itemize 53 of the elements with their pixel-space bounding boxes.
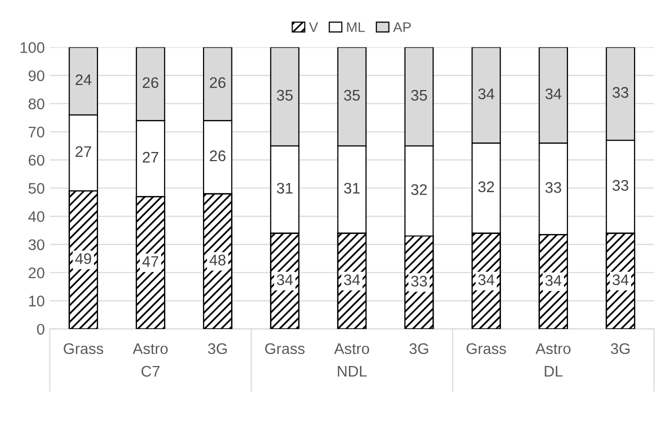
y-tick-label: 60 bbox=[28, 154, 44, 166]
data-label: 26 bbox=[142, 77, 158, 88]
y-tick-label: 20 bbox=[28, 267, 44, 278]
text: NDL bbox=[338, 366, 367, 377]
y-tick-label: 70 bbox=[28, 126, 44, 138]
legend-label: AP bbox=[393, 22, 411, 32]
y-tick-label: 100 bbox=[20, 42, 44, 53]
data-label: 49 bbox=[75, 253, 92, 264]
data-label: 35 bbox=[411, 90, 427, 101]
data-label: 34 bbox=[612, 274, 629, 286]
data-label: 33 bbox=[612, 180, 628, 191]
x-tick-label: 3G bbox=[208, 343, 227, 354]
data-label: 27 bbox=[76, 146, 92, 157]
data-label: 33 bbox=[612, 87, 628, 98]
y-tick-label: 90 bbox=[28, 70, 44, 82]
y-tick-label: 0 bbox=[37, 324, 44, 335]
data-label: 48 bbox=[210, 254, 226, 266]
data-label: 34 bbox=[545, 275, 562, 286]
y-tick-label: 30 bbox=[28, 239, 44, 250]
data-label: 34 bbox=[545, 88, 562, 100]
data-label: 35 bbox=[344, 90, 360, 101]
text: DL bbox=[544, 366, 563, 377]
x-tick-label: Astro bbox=[132, 343, 168, 354]
data-label: 33 bbox=[545, 182, 562, 193]
x-tick-label: Grass bbox=[466, 343, 506, 354]
data-label: 31 bbox=[344, 182, 360, 194]
x-tick-label: 3G bbox=[409, 343, 428, 354]
data-label: 32 bbox=[411, 184, 427, 196]
y-tick-label: 40 bbox=[28, 211, 44, 222]
y-tick-label: 10 bbox=[29, 296, 44, 306]
x-tick-label: Grass bbox=[265, 343, 305, 354]
legend-label: ML bbox=[347, 22, 365, 32]
text: C7 bbox=[142, 366, 160, 377]
x-tick-label: Astro bbox=[334, 343, 370, 354]
data-label: 31 bbox=[276, 182, 293, 194]
data-label: 35 bbox=[276, 90, 293, 101]
data-label: 47 bbox=[142, 256, 158, 267]
data-label: 33 bbox=[411, 276, 427, 287]
data-label: 26 bbox=[210, 150, 226, 162]
data-label: 34 bbox=[344, 274, 360, 286]
data-label: 34 bbox=[478, 274, 494, 286]
data-label: 34 bbox=[276, 274, 293, 286]
data-label: 34 bbox=[478, 88, 494, 100]
data-label: 27 bbox=[142, 152, 158, 162]
x-tick-label: Grass bbox=[64, 343, 104, 354]
y-tick-label: 80 bbox=[28, 98, 44, 110]
x-tick-label: 3G bbox=[610, 343, 630, 354]
legend-label: V bbox=[308, 22, 318, 32]
x-tick-label: Astro bbox=[536, 343, 571, 354]
data-label: 26 bbox=[210, 77, 226, 88]
y-tick-label: 50 bbox=[28, 182, 44, 194]
data-label: 32 bbox=[478, 181, 494, 192]
data-label: 24 bbox=[76, 74, 92, 86]
